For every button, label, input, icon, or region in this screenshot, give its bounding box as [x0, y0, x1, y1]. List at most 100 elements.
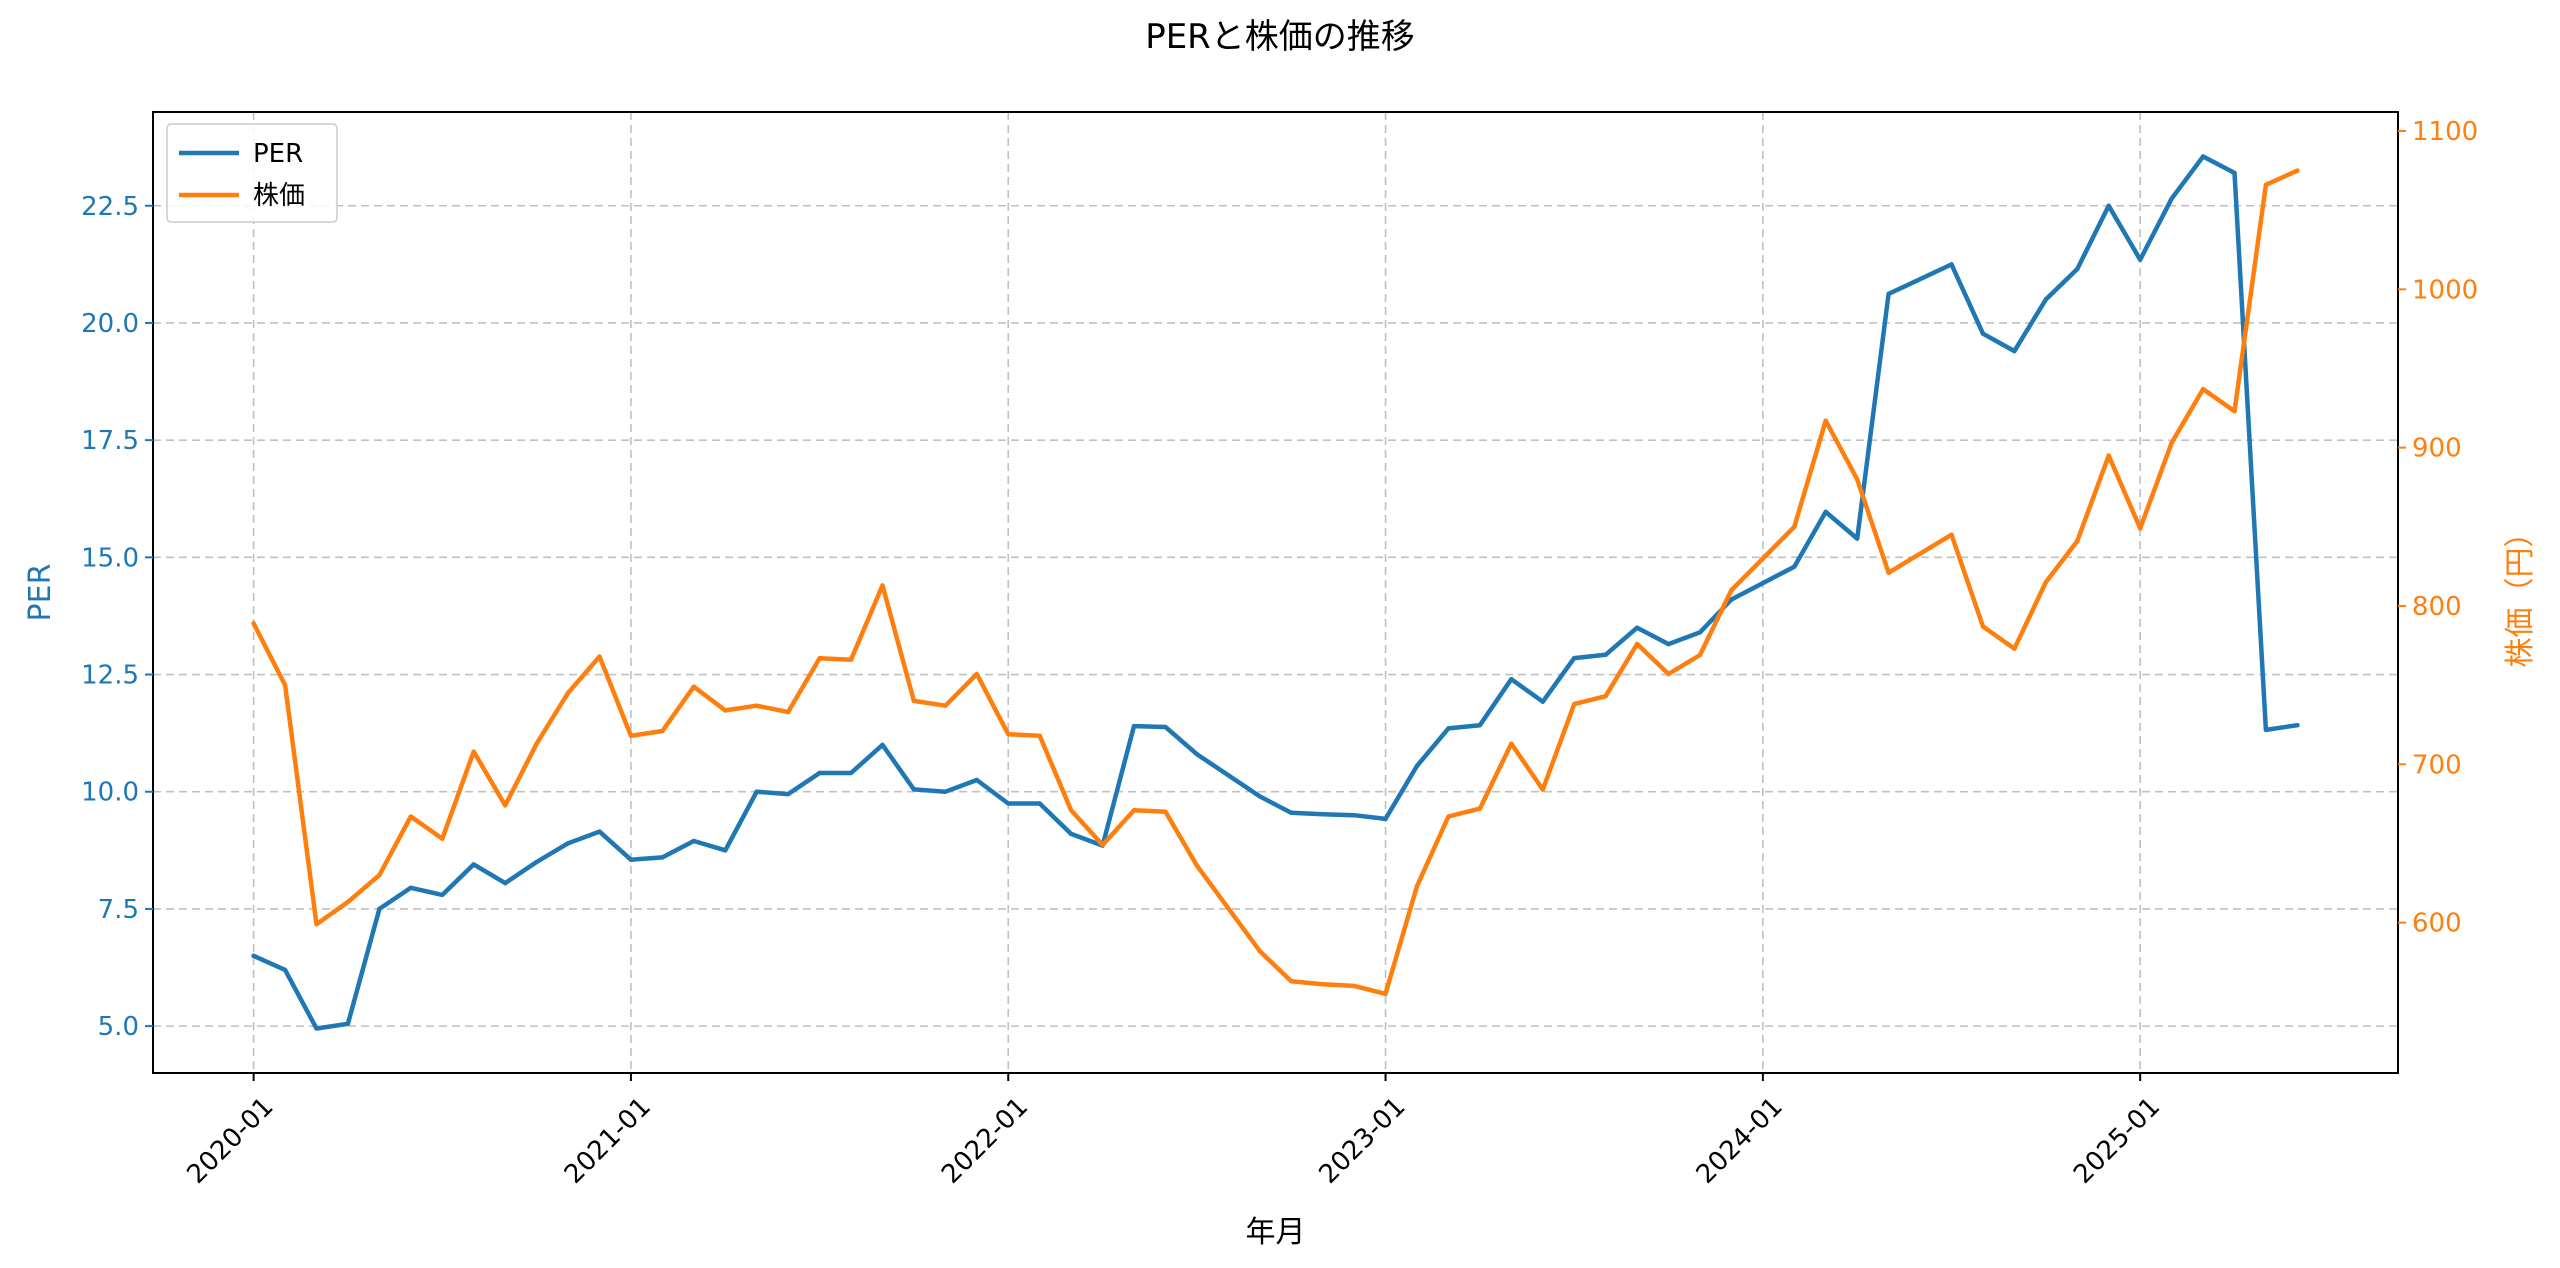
data-point-price	[1854, 477, 1860, 482]
y-right-tick-label: 1100	[2412, 117, 2478, 147]
legend-label-price: 株価	[253, 181, 305, 211]
data-point-price	[660, 728, 665, 734]
data-point-price	[1037, 733, 1042, 738]
data-point-per	[502, 880, 508, 886]
data-point-per	[943, 789, 948, 794]
data-point-per	[785, 791, 791, 797]
data-point-price	[377, 872, 382, 878]
data-point-price	[1226, 906, 1231, 911]
data-point-price	[1194, 863, 1200, 868]
data-point-price	[2200, 386, 2206, 392]
data-point-per	[1886, 291, 1891, 297]
legend-box	[166, 123, 338, 223]
data-point-per	[2169, 196, 2174, 201]
data-point-price	[628, 733, 634, 738]
data-point-per	[251, 953, 256, 959]
data-point-price	[1886, 570, 1891, 575]
data-point-per	[345, 1021, 351, 1026]
data-point-per	[1226, 773, 1231, 778]
y-right-tick-label: 600	[2412, 909, 2462, 939]
data-point-price	[1477, 806, 1483, 811]
data-point-price	[1603, 693, 1608, 699]
data-point-price	[471, 749, 476, 754]
data-point-price	[817, 656, 822, 661]
data-point-per	[1194, 752, 1200, 757]
data-point-per	[1540, 699, 1545, 704]
y-left-tick-label: 10.0	[81, 778, 139, 808]
data-point-per	[1131, 723, 1137, 729]
data-point-per	[1760, 580, 1766, 586]
data-point-price	[1100, 842, 1105, 848]
data-point-per	[1509, 677, 1514, 682]
data-point-per	[628, 857, 634, 862]
data-point-price	[2169, 440, 2174, 446]
y-left-tick-label: 12.5	[81, 661, 139, 691]
data-point-per	[2263, 727, 2269, 733]
data-point-price	[1446, 814, 1451, 819]
data-point-price	[1980, 624, 1986, 629]
data-point-per	[471, 862, 476, 867]
data-point-per	[440, 892, 445, 898]
data-point-price	[2012, 646, 2017, 651]
data-point-price	[848, 657, 854, 662]
y-left-tick-label: 15.0	[81, 543, 139, 573]
data-point-price	[1163, 809, 1168, 814]
data-point-per	[1068, 831, 1074, 837]
data-point-price	[597, 654, 602, 659]
data-point-price	[534, 741, 539, 746]
data-point-per	[1666, 641, 1671, 647]
data-point-per	[1320, 812, 1325, 817]
data-point-price	[565, 690, 571, 696]
plot-frame	[152, 111, 2399, 1074]
data-point-price	[251, 621, 256, 626]
data-point-price	[1383, 991, 1388, 997]
data-point-price	[1006, 731, 1011, 737]
data-point-per	[2200, 154, 2206, 159]
data-point-per	[2106, 203, 2111, 208]
data-point-price	[2075, 538, 2080, 544]
data-point-per	[2137, 257, 2143, 262]
data-point-price	[911, 698, 917, 704]
data-point-price	[754, 703, 759, 708]
data-point-per	[1572, 655, 1577, 661]
data-point-price	[408, 814, 414, 819]
chart-title: PERと株価の推移	[1145, 17, 1415, 57]
data-point-price	[502, 803, 508, 808]
data-point-per	[691, 838, 697, 844]
data-point-per	[1446, 726, 1451, 731]
data-point-price	[2295, 168, 2300, 173]
data-point-per	[1634, 625, 1640, 630]
data-point-per	[848, 770, 854, 776]
y-right-tick-label: 700	[2412, 750, 2462, 780]
data-point-per	[282, 967, 288, 973]
data-point-price	[2043, 580, 2049, 585]
right-axis: 600 700 800 900 1000 1100	[2398, 117, 2478, 939]
data-point-price	[1131, 807, 1137, 813]
legend-label-per: PER	[253, 139, 303, 169]
data-point-per	[1351, 812, 1357, 818]
y-right-tick-label: 900	[2412, 434, 2462, 464]
y-left-tick-label: 5.0	[98, 1012, 139, 1042]
y-axis-right-title: 株価（円）	[2503, 518, 2538, 668]
y-right-tick-label: 1000	[2412, 275, 2478, 305]
data-point-price	[314, 921, 319, 927]
data-point-price	[943, 703, 948, 708]
data-point-per	[2043, 297, 2049, 302]
data-point-price	[723, 708, 728, 713]
data-point-price	[1572, 701, 1577, 707]
data-point-per	[974, 777, 979, 783]
data-point-per	[1006, 801, 1011, 806]
data-point-per	[565, 841, 571, 846]
series-layer	[251, 154, 2300, 1031]
data-point-per	[597, 829, 602, 834]
data-point-per	[817, 770, 822, 776]
data-point-per	[1980, 331, 1986, 336]
data-point-price	[1289, 978, 1294, 984]
data-point-per	[534, 859, 539, 865]
data-point-price	[880, 583, 885, 588]
data-point-price	[1666, 671, 1671, 677]
data-point-price	[1509, 741, 1514, 746]
y-axis-left-title: PER	[23, 564, 58, 622]
y-left-tick-label: 7.5	[98, 895, 139, 925]
